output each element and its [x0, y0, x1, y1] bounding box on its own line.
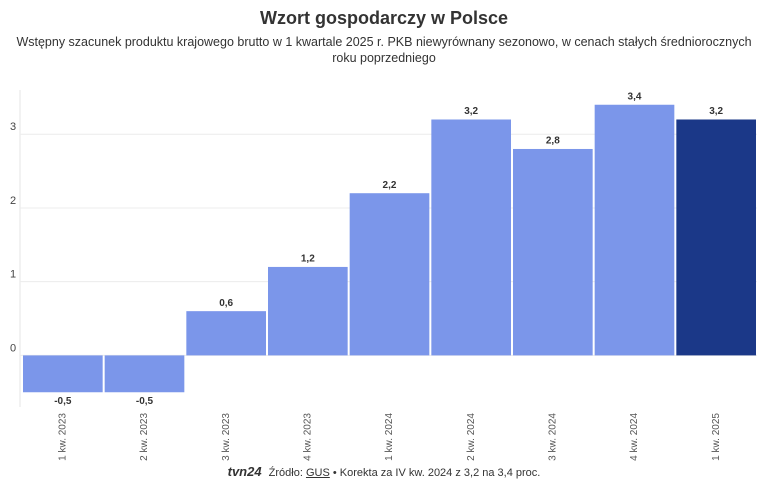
- note: • Korekta za IV kw. 2024 z 3,2 na 3,4 pr…: [332, 467, 541, 479]
- x-tick-label: 2 kw. 2023: [139, 413, 150, 461]
- y-tick-label: 1: [10, 269, 16, 281]
- logo: tvn24: [227, 464, 262, 479]
- value-label: 2,8: [546, 136, 560, 147]
- chart-subtitle: Wstępny szacunek produktu krajowego brut…: [16, 35, 752, 65]
- x-tick-label: 1 kw. 2024: [384, 413, 395, 461]
- bar: [349, 193, 430, 356]
- header: Wzort gospodarczy w Polsce Wstępny szacu…: [10, 6, 758, 66]
- bar: [186, 311, 266, 356]
- y-tick-label: 3: [10, 121, 16, 133]
- bar: [268, 266, 348, 356]
- bar: [23, 355, 103, 393]
- footer: tvn24 Źródło: GUS • Korekta za IV kw. 20…: [0, 464, 768, 479]
- bar: [104, 355, 185, 393]
- value-label: 1,2: [301, 254, 315, 265]
- value-label: 3,2: [709, 106, 723, 117]
- y-tick-label: 2: [10, 195, 16, 207]
- bar: [594, 104, 675, 356]
- source-prefix: Źródło:: [268, 467, 303, 479]
- value-label: -0,5: [54, 396, 72, 407]
- bar: [676, 119, 756, 356]
- x-tick-label: 4 kw. 2023: [302, 413, 313, 461]
- x-tick-label: 4 kw. 2024: [629, 413, 640, 461]
- y-tick-label: 0: [10, 342, 16, 354]
- value-label: -0,5: [136, 396, 154, 407]
- bar: [431, 119, 511, 356]
- x-tick-label: 3 kw. 2023: [221, 413, 232, 461]
- source-link[interactable]: GUS: [305, 467, 330, 479]
- bar: [513, 148, 593, 356]
- value-label: 3,4: [628, 91, 642, 102]
- x-tick-label: 1 kw. 2025: [711, 413, 722, 461]
- chart-title: Wzort gospodarczy w Polsce: [259, 8, 509, 28]
- value-label: 0,6: [219, 298, 233, 309]
- x-tick-label: 2 kw. 2024: [466, 413, 477, 461]
- x-tick-label: 3 kw. 2024: [547, 413, 558, 461]
- value-label: 2,2: [383, 180, 397, 191]
- value-label: 3,2: [464, 106, 478, 117]
- x-tick-label: 1 kw. 2023: [57, 413, 68, 461]
